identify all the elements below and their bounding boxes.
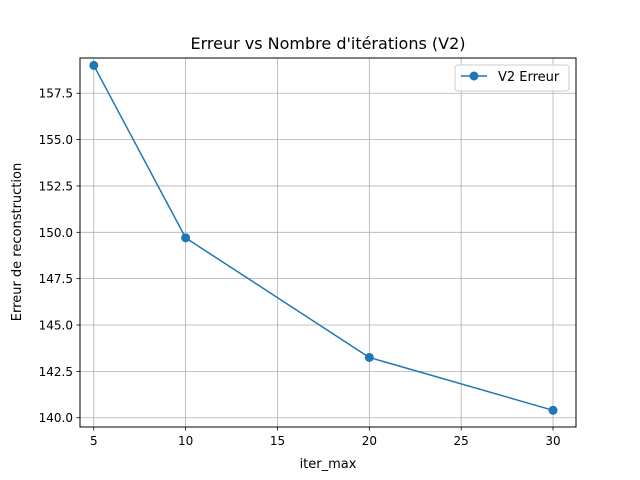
legend-label: V2 Erreur [498,70,560,85]
y-tick-label: 147.5 [39,272,73,286]
data-point-marker [181,233,191,243]
series-line [93,65,554,412]
data-point-marker [89,60,99,70]
legend: V2 Erreur [454,64,570,92]
grid [80,58,576,427]
y-tick-label: 142.5 [39,365,73,379]
x-tick-label: 25 [454,434,469,448]
y-axis-label: Erreur de reconstruction [10,163,25,321]
y-tick-label: 140.0 [39,411,73,425]
legend-marker-sample [469,71,479,81]
chart-title: Erreur vs Nombre d'itérations (V2) [190,34,465,53]
x-tick-label: 20 [362,434,377,448]
x-tick-label: 5 [90,434,98,448]
x-axis-label: iter_max [300,457,357,472]
y-tick-label: 145.0 [39,319,73,333]
y-tick-label: 157.5 [39,87,73,101]
series-layer [89,60,558,415]
data-point-marker [548,405,558,415]
y-tick-label: 155.0 [39,133,73,147]
x-tick-label: 10 [178,434,193,448]
legend-box [454,64,570,92]
x-tick-label: 30 [545,434,560,448]
x-tick-label: 15 [270,434,285,448]
ticks: 5 10 15 20 25 30 140.0 142.5 145.0 147.5 150.0 152.… [39,87,561,448]
plot-frame [79,57,577,428]
data-point-marker [364,352,374,362]
y-tick-label: 150.0 [39,226,73,240]
y-tick-label: 152.5 [39,179,73,193]
